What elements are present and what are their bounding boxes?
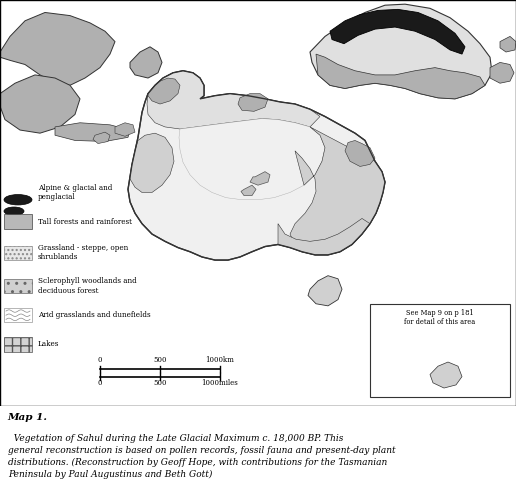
Text: 1000miles: 1000miles bbox=[202, 379, 238, 387]
Text: See Map 9 on p 181
for detail of this area: See Map 9 on p 181 for detail of this ar… bbox=[405, 309, 476, 326]
Polygon shape bbox=[241, 185, 256, 196]
Text: Sclerophyll woodlands and
deciduous forest: Sclerophyll woodlands and deciduous fore… bbox=[38, 278, 137, 295]
Bar bbox=[4, 308, 32, 323]
Polygon shape bbox=[330, 10, 465, 54]
Text: 0: 0 bbox=[98, 356, 102, 364]
Polygon shape bbox=[128, 71, 385, 260]
Text: 0: 0 bbox=[98, 379, 102, 387]
Polygon shape bbox=[115, 123, 135, 136]
Polygon shape bbox=[147, 71, 320, 129]
Polygon shape bbox=[160, 94, 200, 112]
Polygon shape bbox=[168, 107, 195, 120]
Polygon shape bbox=[500, 36, 516, 52]
Text: 500: 500 bbox=[153, 379, 167, 387]
Bar bbox=[4, 337, 32, 352]
Polygon shape bbox=[130, 47, 162, 78]
Text: Map 1.: Map 1. bbox=[8, 413, 48, 422]
Bar bbox=[370, 304, 510, 397]
Text: Vegetation of Sahul during the Late Glacial Maximum c. 18,000 BP. This
general r: Vegetation of Sahul during the Late Glac… bbox=[8, 434, 395, 479]
Text: Grassland - steppe, open
shrublands: Grassland - steppe, open shrublands bbox=[38, 244, 128, 262]
Polygon shape bbox=[278, 218, 370, 255]
Polygon shape bbox=[238, 94, 268, 111]
Polygon shape bbox=[250, 172, 270, 185]
Bar bbox=[4, 214, 32, 229]
Text: 1000km: 1000km bbox=[205, 356, 234, 364]
Polygon shape bbox=[179, 118, 325, 200]
Polygon shape bbox=[130, 133, 174, 193]
Bar bbox=[4, 245, 32, 260]
Bar bbox=[4, 279, 32, 293]
Polygon shape bbox=[93, 132, 110, 144]
Polygon shape bbox=[213, 106, 228, 117]
Text: Alpine & glacial and
penglacial: Alpine & glacial and penglacial bbox=[38, 184, 112, 201]
Polygon shape bbox=[55, 123, 130, 142]
Text: Arid grasslands and dunefields: Arid grasslands and dunefields bbox=[38, 311, 151, 319]
Ellipse shape bbox=[4, 207, 24, 215]
Polygon shape bbox=[290, 127, 385, 255]
Text: Tall forests and rainforest: Tall forests and rainforest bbox=[38, 218, 132, 226]
Polygon shape bbox=[310, 4, 492, 99]
Text: Lakes: Lakes bbox=[38, 340, 59, 348]
Polygon shape bbox=[308, 276, 342, 306]
Polygon shape bbox=[345, 141, 375, 166]
Polygon shape bbox=[0, 75, 80, 133]
Polygon shape bbox=[490, 62, 514, 83]
Polygon shape bbox=[316, 54, 485, 99]
Text: 500: 500 bbox=[153, 356, 167, 364]
Polygon shape bbox=[148, 78, 180, 104]
Polygon shape bbox=[430, 362, 462, 388]
Ellipse shape bbox=[4, 195, 32, 205]
Polygon shape bbox=[0, 13, 115, 85]
